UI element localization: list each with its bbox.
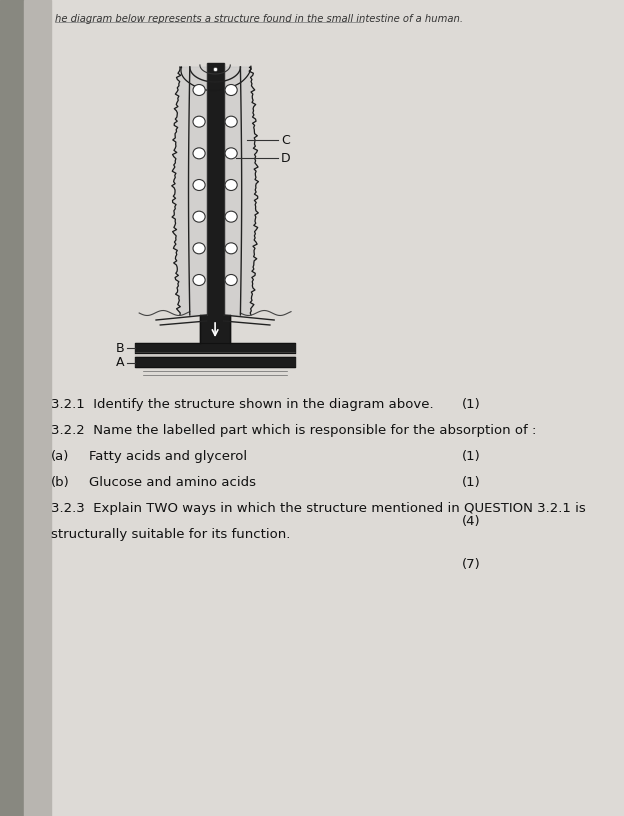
Ellipse shape: [225, 116, 237, 127]
Text: he diagram below represents a structure found in the small intestine of a human.: he diagram below represents a structure …: [55, 14, 463, 24]
Text: C: C: [281, 134, 290, 147]
Ellipse shape: [193, 148, 205, 159]
Text: 3.2.3  Explain TWO ways in which the structure mentioned in QUESTION 3.2.1 is: 3.2.3 Explain TWO ways in which the stru…: [51, 502, 585, 515]
Ellipse shape: [193, 180, 205, 190]
Text: (4): (4): [462, 515, 481, 528]
Text: D: D: [281, 152, 291, 165]
Ellipse shape: [225, 180, 237, 190]
Ellipse shape: [193, 116, 205, 127]
Polygon shape: [200, 315, 230, 343]
Ellipse shape: [225, 274, 237, 286]
Polygon shape: [135, 357, 295, 367]
Ellipse shape: [193, 211, 205, 222]
Polygon shape: [207, 63, 223, 315]
Text: (1): (1): [462, 450, 481, 463]
Text: 3.2.1  Identify the structure shown in the diagram above.: 3.2.1 Identify the structure shown in th…: [51, 398, 433, 411]
Text: B: B: [116, 342, 125, 354]
Text: A: A: [116, 357, 125, 370]
Polygon shape: [0, 0, 26, 816]
Text: (b): (b): [51, 476, 69, 489]
Polygon shape: [24, 0, 51, 816]
Text: Fatty acids and glycerol: Fatty acids and glycerol: [89, 450, 246, 463]
Text: Glucose and amino acids: Glucose and amino acids: [89, 476, 256, 489]
Ellipse shape: [193, 85, 205, 95]
Ellipse shape: [225, 211, 237, 222]
Text: (7): (7): [462, 558, 481, 571]
Ellipse shape: [193, 274, 205, 286]
Text: structurally suitable for its function.: structurally suitable for its function.: [51, 528, 290, 541]
Polygon shape: [135, 343, 295, 353]
Ellipse shape: [225, 243, 237, 254]
Ellipse shape: [225, 148, 237, 159]
Text: (1): (1): [462, 476, 481, 489]
Polygon shape: [172, 67, 258, 315]
Text: (1): (1): [462, 398, 481, 411]
Ellipse shape: [225, 85, 237, 95]
Text: (a): (a): [51, 450, 69, 463]
Ellipse shape: [193, 243, 205, 254]
Polygon shape: [135, 353, 295, 357]
Text: 3.2.2  Name the labelled part which is responsible for the absorption of :: 3.2.2 Name the labelled part which is re…: [51, 424, 536, 437]
